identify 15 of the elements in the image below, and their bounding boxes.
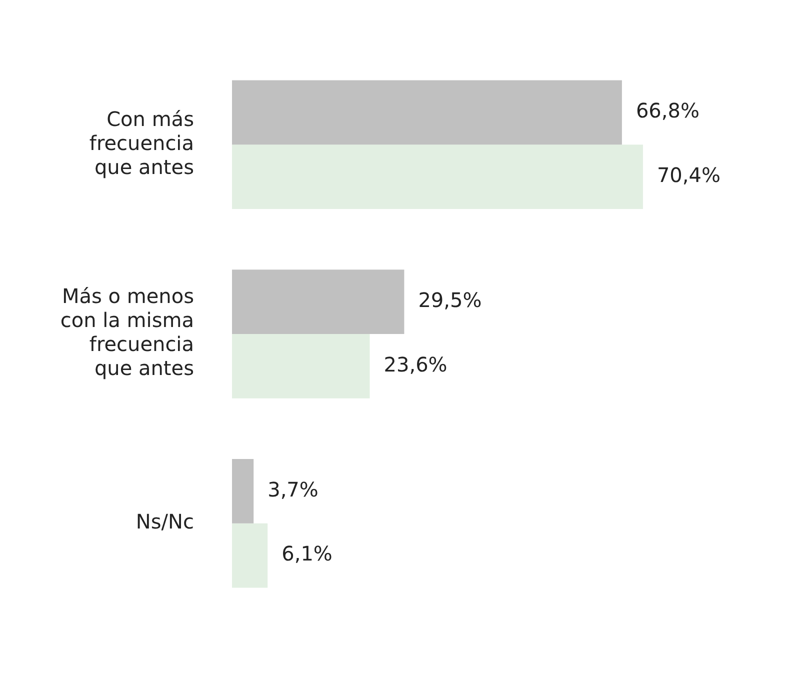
data-label: 6,1% (282, 542, 332, 566)
bar (232, 334, 370, 398)
data-label: 29,5% (418, 288, 482, 312)
bar (232, 80, 622, 145)
bar (232, 144, 643, 210)
y-tick-label: Con más frecuencia que antes (89, 106, 194, 179)
y-tick-label: Más o menos con la misma frecuencia que antes (60, 284, 194, 380)
bar (232, 270, 404, 334)
data-label: 23,6% (384, 352, 448, 376)
data-label: 66,8% (636, 98, 700, 123)
data-label: 70,4% (656, 163, 721, 188)
bar (232, 523, 268, 588)
y-tick-label: Ns/Nc (136, 510, 194, 534)
bar (232, 458, 254, 524)
data-label: 3,7% (268, 477, 318, 502)
